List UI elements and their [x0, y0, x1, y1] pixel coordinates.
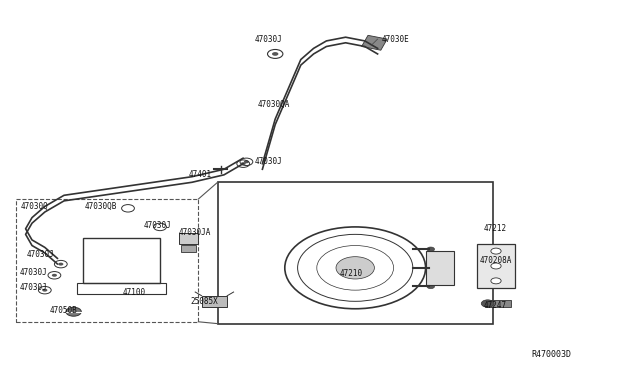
- Text: 47212: 47212: [483, 224, 506, 233]
- Text: 470208A: 470208A: [480, 256, 513, 265]
- Text: 47050B: 47050B: [50, 306, 77, 315]
- Circle shape: [58, 263, 63, 266]
- Text: 47030Q: 47030Q: [20, 202, 48, 211]
- Circle shape: [52, 274, 57, 277]
- Text: 47030J: 47030J: [19, 283, 47, 292]
- Circle shape: [481, 300, 494, 307]
- Bar: [181, 245, 196, 252]
- Circle shape: [491, 278, 501, 284]
- Circle shape: [491, 263, 501, 269]
- Text: 47030QB: 47030QB: [85, 202, 118, 211]
- Text: 47030J: 47030J: [19, 268, 47, 277]
- Text: 47030E: 47030E: [382, 35, 410, 44]
- Polygon shape: [362, 35, 387, 50]
- Circle shape: [336, 257, 374, 279]
- Circle shape: [491, 248, 501, 254]
- Bar: [426, 251, 454, 285]
- Text: 47030JA: 47030JA: [179, 228, 211, 237]
- Bar: [485, 300, 511, 307]
- Circle shape: [244, 160, 249, 163]
- Text: 47030J: 47030J: [27, 250, 54, 259]
- Text: 47030QA: 47030QA: [258, 100, 291, 109]
- Text: R470003D: R470003D: [531, 350, 571, 359]
- Text: 47247: 47247: [483, 301, 506, 310]
- Circle shape: [66, 307, 81, 316]
- Bar: [179, 232, 198, 244]
- Text: 47210: 47210: [339, 269, 362, 278]
- Bar: [477, 244, 515, 288]
- Circle shape: [427, 247, 435, 251]
- Text: 25085X: 25085X: [191, 297, 218, 306]
- Text: 47100: 47100: [123, 288, 146, 296]
- Bar: [202, 296, 227, 307]
- Text: 47030J: 47030J: [255, 157, 282, 166]
- Text: 47030J: 47030J: [255, 35, 282, 44]
- Circle shape: [42, 289, 47, 292]
- Circle shape: [427, 266, 435, 270]
- Circle shape: [272, 52, 278, 56]
- Text: 47401: 47401: [189, 170, 212, 179]
- Circle shape: [427, 284, 435, 289]
- Text: 47030J: 47030J: [144, 221, 172, 230]
- Circle shape: [241, 162, 246, 165]
